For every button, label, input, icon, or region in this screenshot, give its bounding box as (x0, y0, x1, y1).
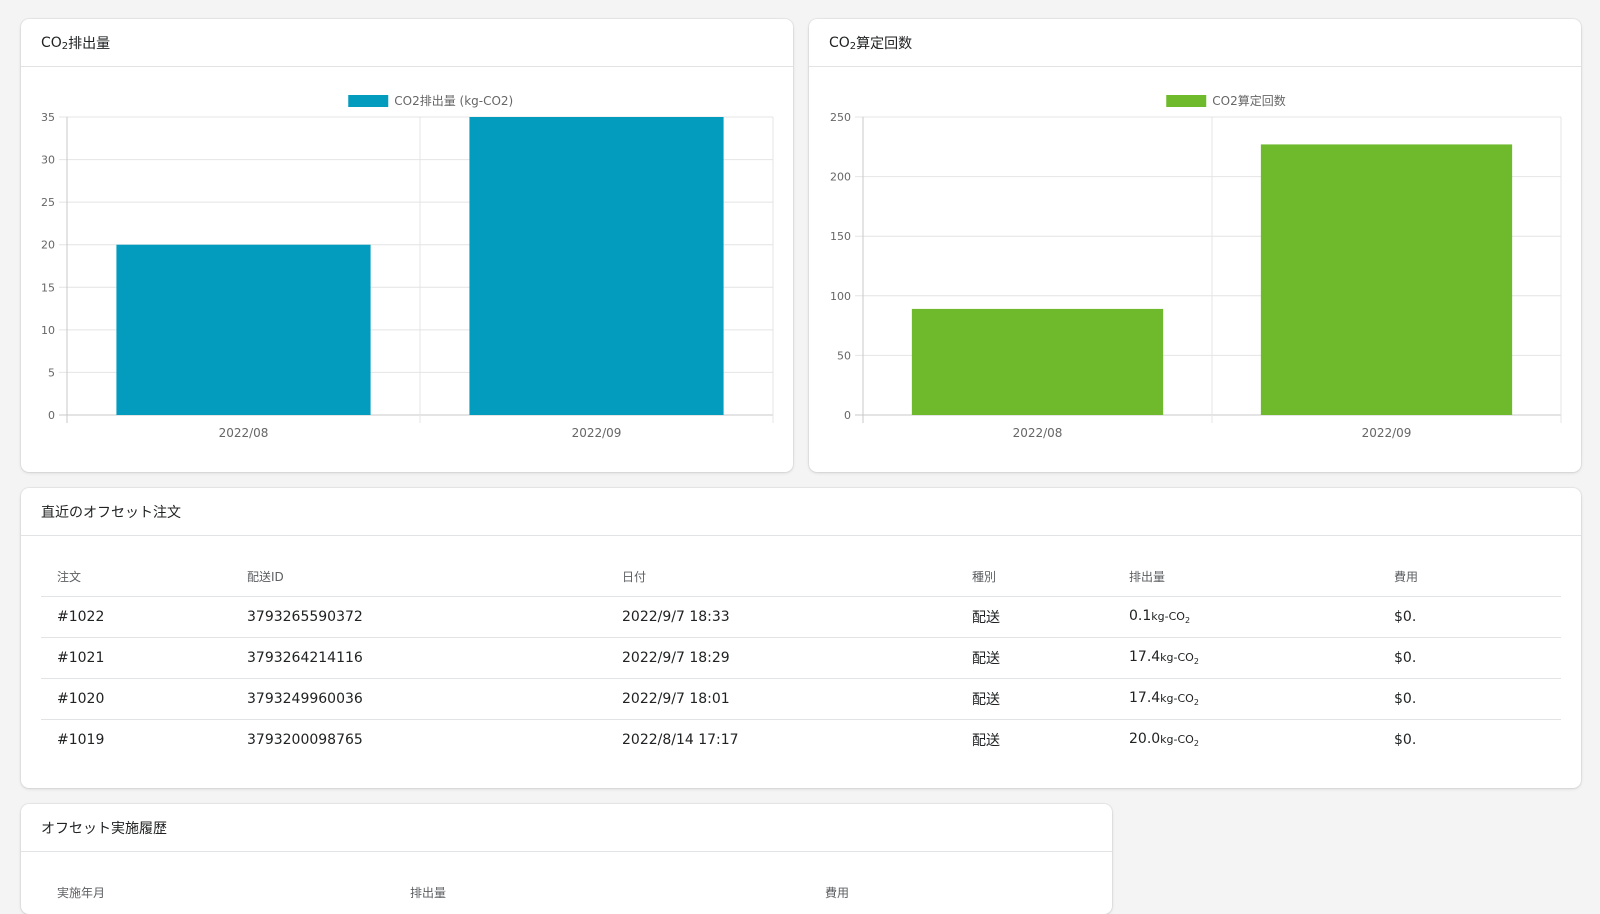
order-cost: $0. (1378, 678, 1561, 720)
y-tick-label: 150 (830, 230, 851, 243)
column-header-emission: 排出量 (1129, 569, 1166, 584)
title-subscript: 2 (849, 41, 857, 52)
order-number[interactable]: #1020 (41, 678, 231, 720)
table-row[interactable]: #1019 3793200098765 2022/8/14 17:17 配送 2… (41, 719, 1561, 760)
order-cost: $0. (1378, 637, 1561, 679)
emission-chart-card: CO 2 排出量 CO2排出量 (kg-CO2) 0 5 10 15 20 25 30 35 2022… (21, 19, 793, 472)
bar (911, 308, 1164, 415)
x-tick-label: 2022/09 (572, 426, 622, 440)
legend-label: CO2算定回数 (1212, 93, 1285, 108)
recent-orders-card: 直近のオフセット注文 注文 配送ID 日付 種別 排出量 費用 #1022 37… (21, 488, 1581, 788)
bar (116, 244, 371, 415)
offset-history-card: オフセット実施履歴 実施年月 排出量 費用 (21, 804, 1112, 914)
column-header-order: 注文 (57, 569, 82, 584)
emission-unit: kg-CO2 (1160, 651, 1199, 667)
order-type: 配送 (956, 596, 1113, 638)
legend-swatch (1166, 95, 1207, 107)
order-date: 2022/9/7 18:01 (606, 678, 956, 720)
emission-unit: kg-CO2 (1151, 610, 1191, 626)
emission-cell: 20.0kg-CO2 (1113, 719, 1378, 760)
table-header-row: 注文 配送ID 日付 種別 排出量 費用 (41, 556, 1561, 597)
table-row[interactable]: #1022 3793265590372 2022/9/7 18:33 配送 0.… (41, 596, 1561, 638)
title-suffix: 排出量 (68, 35, 111, 52)
title-suffix: 算定回数 (856, 35, 913, 52)
y-tick-label: 10 (41, 324, 55, 337)
shipping-id: 3793264214116 (231, 637, 606, 679)
title-prefix: CO (41, 34, 62, 51)
x-tick-label: 2022/09 (1362, 426, 1412, 440)
card-title: CO 2 排出量 (21, 19, 793, 67)
count-chart-card: CO 2 算定回数 CO2算定回数 0 50 100 150 200 250 2022/08 202… (809, 19, 1581, 472)
y-tick-label: 250 (830, 111, 851, 124)
order-cost: $0. (1378, 596, 1561, 638)
legend-swatch (348, 95, 389, 107)
order-type: 配送 (956, 678, 1113, 720)
legend-label: CO2排出量 (kg-CO2) (394, 94, 513, 108)
emission-cell: 17.4kg-CO2 (1113, 678, 1378, 720)
order-date: 2022/9/7 18:29 (606, 637, 956, 679)
card-title: 直近のオフセット注文 (21, 488, 1581, 536)
count-bar-chart: CO2算定回数 0 50 100 150 200 250 2022/08 2022/09 (830, 93, 1562, 440)
y-tick-label: 30 (41, 154, 55, 167)
table-header-row: 実施年月 排出量 費用 (41, 872, 1092, 912)
x-tick-label: 2022/08 (219, 426, 269, 440)
y-tick-label: 15 (41, 281, 55, 294)
table-row[interactable]: #1021 3793264214116 2022/9/7 18:29 配送 17… (41, 637, 1561, 679)
column-header-month: 実施年月 (57, 885, 106, 900)
order-number[interactable]: #1019 (41, 719, 231, 760)
emission-cell: 17.4kg-CO2 (1113, 637, 1378, 679)
card-title: CO 2 算定回数 (809, 19, 1581, 67)
emission-value: 0.1 (1129, 608, 1152, 625)
emission-unit: kg-CO2 (1160, 692, 1199, 708)
order-date: 2022/8/14 17:17 (606, 719, 956, 760)
emission-bar-chart: CO2排出量 (kg-CO2) 0 5 10 15 20 25 30 35 2022/08 2022… (41, 94, 774, 440)
column-header-shipping-id: 配送ID (247, 569, 284, 584)
column-header-date: 日付 (622, 569, 647, 584)
title-subscript: 2 (61, 41, 69, 52)
y-tick-label: 0 (48, 409, 55, 422)
order-number[interactable]: #1021 (41, 637, 231, 679)
order-type: 配送 (956, 637, 1113, 679)
history-table: 実施年月 排出量 費用 (41, 872, 1092, 912)
y-tick-label: 0 (844, 409, 851, 422)
column-header-type: 種別 (972, 569, 997, 584)
y-tick-label: 20 (41, 239, 55, 252)
bar (469, 117, 724, 415)
title-prefix: CO (829, 34, 850, 51)
y-tick-label: 200 (830, 171, 851, 184)
order-number[interactable]: #1022 (41, 596, 231, 638)
shipping-id: 3793200098765 (231, 719, 606, 760)
column-header-cost: 費用 (1394, 569, 1419, 584)
shipping-id: 3793265590372 (231, 596, 606, 638)
emission-cell: 0.1kg-CO2 (1113, 596, 1378, 638)
emission-value: 20.0 (1129, 731, 1161, 748)
emission-unit: kg-CO2 (1160, 733, 1199, 749)
column-header-emission: 排出量 (410, 885, 447, 900)
card-title: オフセット実施履歴 (21, 804, 1112, 852)
y-tick-label: 5 (48, 366, 55, 379)
y-tick-label: 100 (830, 290, 851, 303)
y-tick-label: 50 (837, 349, 851, 362)
order-cost: $0. (1378, 719, 1561, 760)
orders-table: 注文 配送ID 日付 種別 排出量 費用 #1022 3793265590372… (41, 556, 1561, 760)
y-tick-label: 25 (41, 196, 55, 209)
column-header-cost: 費用 (825, 885, 850, 900)
x-tick-label: 2022/08 (1013, 426, 1063, 440)
emission-value: 17.4 (1129, 649, 1161, 666)
y-tick-label: 35 (41, 111, 55, 124)
table-row[interactable]: #1020 3793249960036 2022/9/7 18:01 配送 17… (41, 678, 1561, 720)
shipping-id: 3793249960036 (231, 678, 606, 720)
order-date: 2022/9/7 18:33 (606, 596, 956, 638)
bar (1260, 144, 1513, 415)
emission-value: 17.4 (1129, 690, 1161, 707)
order-type: 配送 (956, 719, 1113, 760)
